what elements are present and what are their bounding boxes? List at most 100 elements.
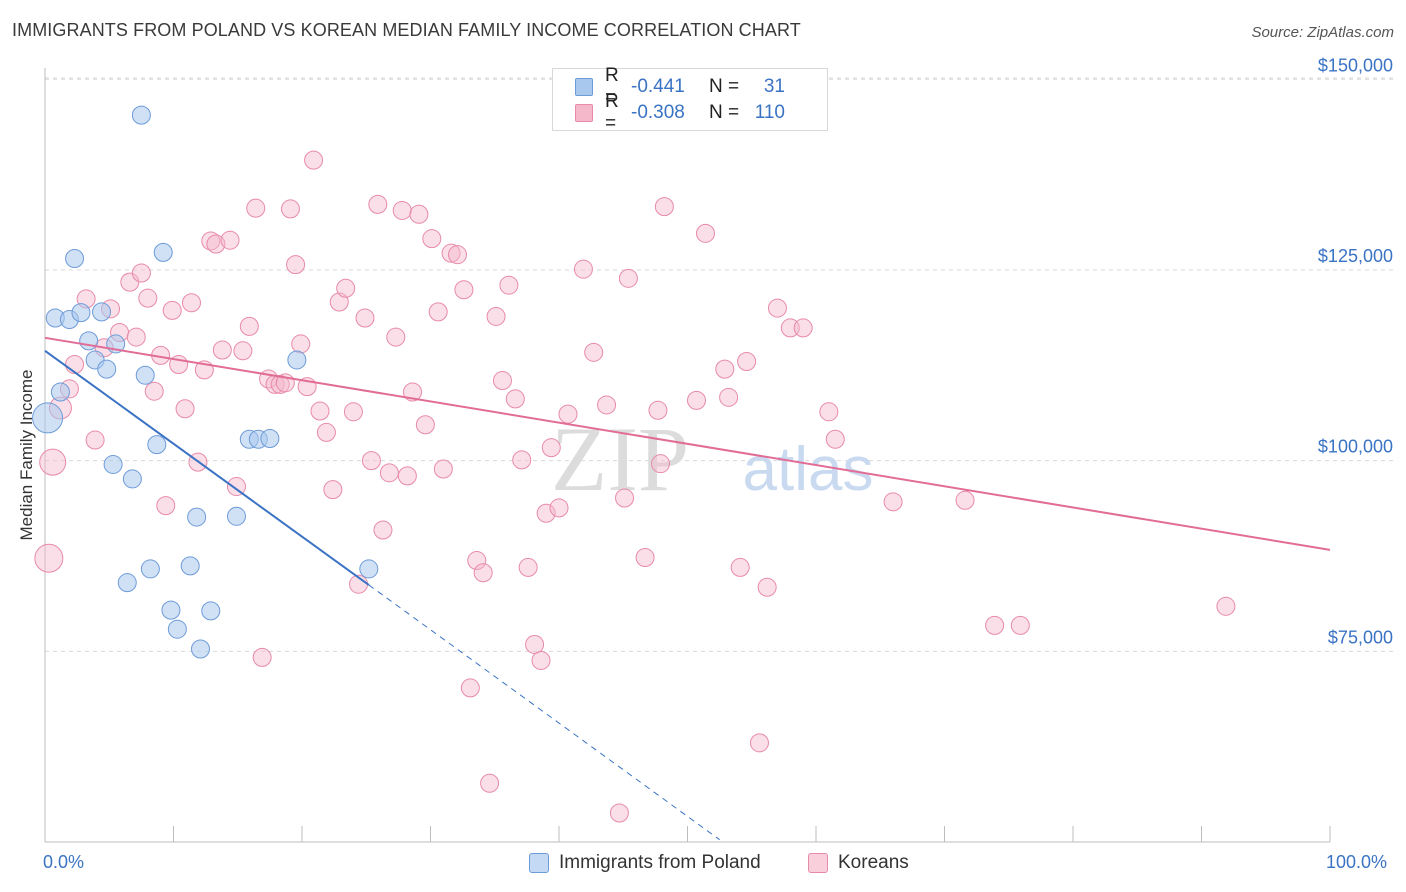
korean-point: [749, 733, 769, 753]
korean-point: [368, 194, 388, 214]
trend-lines: [44, 336, 1331, 841]
y-tick-label: $150,000: [1318, 55, 1393, 75]
korean-point: [323, 480, 343, 500]
korean-point: [233, 341, 253, 361]
x-max-label: 100.0%: [1326, 852, 1388, 872]
poland-point: [117, 573, 137, 593]
poland-trend-line: [44, 349, 370, 586]
poland-swatch: [575, 78, 593, 96]
korean-point: [239, 316, 259, 336]
korean-point: [361, 451, 381, 471]
legend-item-korean[interactable]: Koreans: [808, 852, 909, 874]
korean-point: [286, 255, 306, 275]
korean-point: [386, 327, 406, 347]
legend-row-poland: R = -0.441 N = 31: [575, 65, 785, 108]
korean-point: [648, 400, 668, 420]
n-label: N =: [709, 102, 740, 123]
korean-point: [486, 306, 506, 326]
n-label: N =: [709, 76, 740, 97]
poland-point: [131, 105, 151, 125]
korean-point: [654, 197, 674, 217]
n-value-korean: 110: [754, 102, 785, 123]
r-value-korean: -0.308: [631, 102, 685, 123]
korean-point: [212, 340, 232, 360]
korean-point: [615, 488, 635, 508]
korean-point: [428, 302, 448, 322]
poland-point: [32, 402, 64, 434]
korean-point: [1010, 615, 1030, 635]
korean-point: [719, 387, 739, 407]
poland-point: [180, 556, 200, 576]
korean-point: [651, 454, 671, 474]
korean-point: [246, 198, 266, 218]
korean-point: [737, 351, 757, 371]
korean-point: [549, 498, 569, 518]
korean-point: [433, 459, 453, 479]
korean-point: [597, 395, 617, 415]
korean-point: [120, 272, 140, 292]
y-axis-label: Median Family Income: [17, 369, 36, 540]
korean-point: [635, 547, 655, 567]
poland-point: [147, 435, 167, 455]
korean-point: [131, 263, 151, 283]
korean-point: [379, 463, 399, 483]
poland-point: [226, 506, 246, 526]
poland-point: [201, 601, 221, 621]
korean-point: [1216, 596, 1236, 616]
chart-title: IMMIGRANTS FROM POLAND VS KOREAN MEDIAN …: [12, 20, 801, 40]
korean-point: [403, 382, 423, 402]
watermark-atlas: atlas: [743, 435, 874, 504]
korean-point: [883, 492, 903, 512]
legend-label-poland: Immigrants from Poland: [559, 852, 761, 873]
korean-point: [181, 293, 201, 313]
poland-point: [140, 559, 160, 579]
korean-point: [441, 243, 461, 263]
korean-point: [415, 415, 435, 435]
poland-point: [92, 302, 112, 322]
poland-point: [161, 600, 181, 620]
korean-point: [536, 503, 556, 523]
korean-point: [467, 551, 487, 571]
korean-point: [343, 402, 363, 422]
poland-point: [153, 242, 173, 262]
korean-point: [201, 231, 221, 251]
korean-point: [512, 450, 532, 470]
korean-point: [156, 496, 176, 516]
korean-point: [819, 402, 839, 422]
poland-point: [122, 469, 142, 489]
poland-point: [65, 249, 85, 268]
korean-point: [373, 520, 393, 540]
korean-point: [252, 647, 272, 667]
poland-point: [167, 619, 187, 639]
poland-point: [187, 507, 207, 527]
korean-point: [397, 466, 417, 486]
korean-point: [541, 438, 561, 458]
korean-point: [291, 334, 311, 354]
korean-point: [618, 268, 638, 288]
korean-point: [558, 404, 578, 424]
korean-point: [39, 448, 67, 476]
korean-point: [336, 278, 356, 298]
korean-point: [730, 557, 750, 577]
korean-point: [573, 259, 593, 279]
korean-point: [392, 200, 412, 220]
y-tick-label: $100,000: [1318, 437, 1393, 457]
korean-point: [518, 557, 538, 577]
korean-point: [409, 204, 429, 224]
poland-points: [32, 105, 379, 659]
x-min-label: 0.0%: [43, 852, 85, 872]
korean-point: [144, 381, 164, 401]
poland-point: [135, 365, 155, 385]
korean-trend-line: [44, 336, 1331, 551]
korean-point: [355, 308, 375, 328]
korean-point: [715, 359, 735, 379]
n-value-poland: 31: [763, 76, 785, 97]
korean-point: [525, 634, 545, 654]
korean-point: [280, 199, 300, 219]
legend-item-poland[interactable]: Immigrants from Poland: [529, 852, 761, 874]
korean-point: [686, 390, 706, 410]
r-value-poland: -0.441: [631, 76, 685, 97]
korean-point: [584, 342, 604, 362]
poland-legend-swatch: [529, 853, 549, 873]
korean-point: [126, 327, 146, 347]
